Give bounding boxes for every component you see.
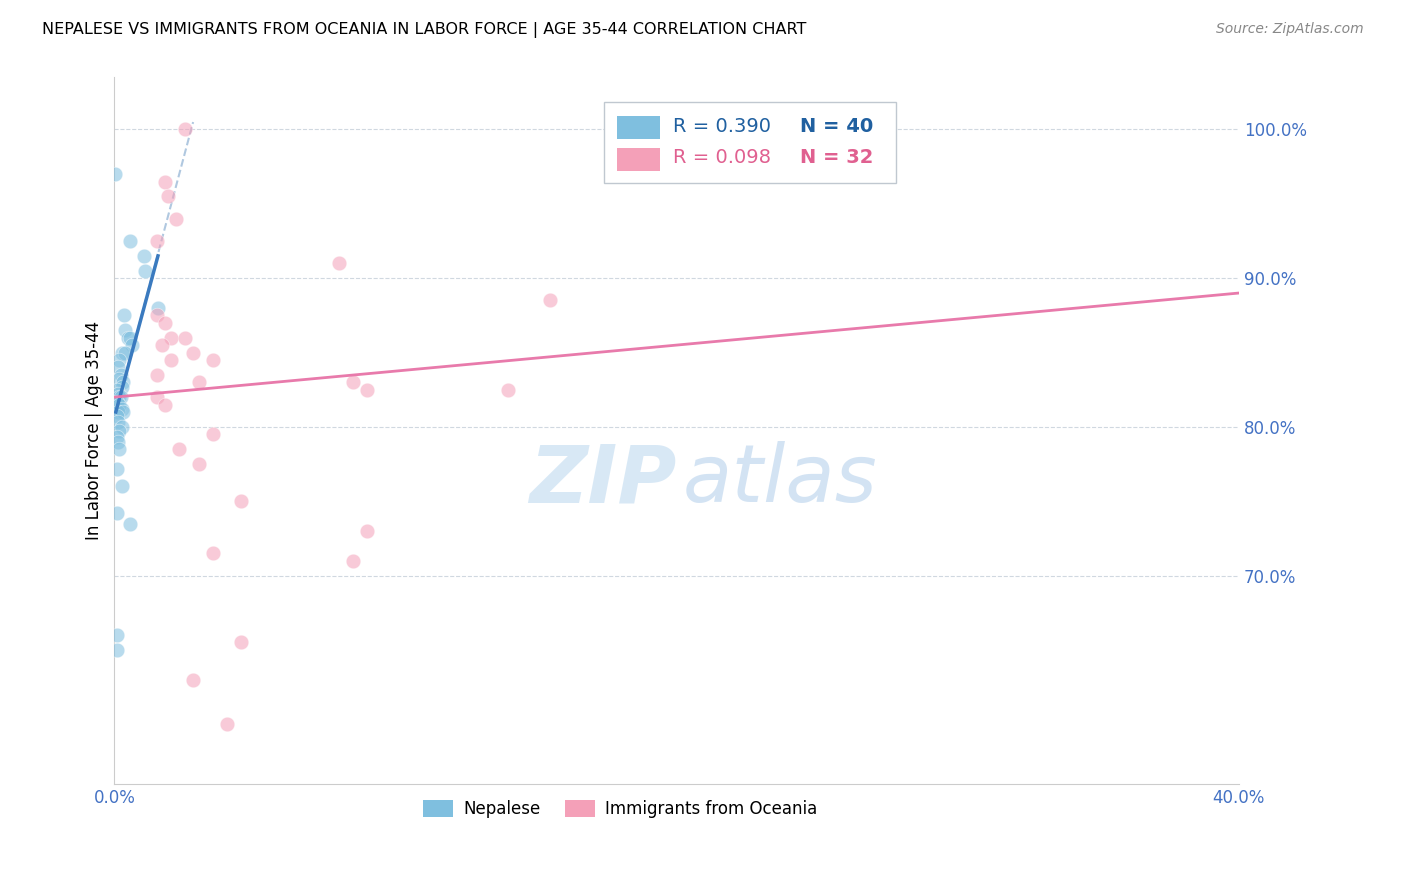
Point (153, 175, 176, 189)
Bar (617, 148, 659, 171)
Point (215, 717, 238, 731)
Point (342, 376, 364, 390)
Point (187, 457, 209, 471)
Point (181, 345, 204, 359)
Legend: Nepalese, Immigrants from Oceania: Nepalese, Immigrants from Oceania (416, 793, 824, 825)
Point (356, 383, 378, 397)
Point (159, 353, 181, 368)
Point (108, 390, 131, 404)
Point (496, 383, 519, 397)
Y-axis label: In Labor Force | Age 35-44: In Labor Force | Age 35-44 (86, 321, 103, 541)
Point (156, 189, 179, 203)
FancyBboxPatch shape (603, 103, 896, 184)
Point (134, 264, 156, 278)
Point (159, 331, 181, 345)
Point (328, 256, 350, 270)
Point (107, 387, 129, 401)
Text: R = 0.390: R = 0.390 (673, 117, 772, 136)
Point (108, 372, 131, 386)
Point (111, 420, 134, 434)
Point (108, 353, 131, 368)
Point (153, 398, 176, 412)
Point (145, 390, 167, 404)
Point (111, 479, 134, 493)
Point (105, 430, 128, 444)
Point (118, 234, 141, 248)
Point (105, 643, 128, 657)
Point (105, 506, 128, 520)
Point (118, 331, 141, 345)
Text: N = 40: N = 40 (800, 117, 873, 136)
Text: ZIP: ZIP (529, 441, 676, 519)
Point (146, 301, 169, 315)
Point (110, 390, 132, 404)
Point (132, 249, 155, 263)
Point (117, 331, 139, 345)
Point (112, 376, 135, 390)
Point (114, 323, 136, 337)
Point (187, 376, 209, 390)
Point (173, 122, 195, 136)
Point (111, 402, 134, 417)
Point (229, 635, 252, 649)
Point (105, 394, 128, 409)
Point (356, 524, 378, 538)
Point (145, 309, 167, 323)
Point (201, 546, 224, 560)
Point (112, 405, 135, 419)
Point (181, 673, 204, 687)
Point (114, 345, 136, 359)
Point (107, 416, 129, 430)
Point (107, 360, 129, 375)
Text: NEPALESE VS IMMIGRANTS FROM OCEANIA IN LABOR FORCE | AGE 35-44 CORRELATION CHART: NEPALESE VS IMMIGRANTS FROM OCEANIA IN L… (42, 22, 807, 38)
Point (105, 383, 128, 397)
Point (112, 309, 135, 323)
Point (108, 425, 131, 439)
Point (153, 316, 176, 330)
Point (173, 331, 195, 345)
Point (342, 554, 364, 568)
Text: R = 0.098: R = 0.098 (673, 148, 772, 167)
Point (229, 494, 252, 508)
Point (105, 628, 128, 642)
Point (145, 234, 167, 248)
Point (118, 516, 141, 531)
Text: Source: ZipAtlas.com: Source: ZipAtlas.com (1216, 22, 1364, 37)
Point (165, 211, 187, 226)
Point (121, 338, 143, 352)
Point (110, 368, 132, 382)
Point (201, 353, 224, 368)
Point (111, 345, 134, 359)
Point (108, 398, 131, 412)
Point (145, 368, 167, 382)
Point (105, 461, 128, 475)
Point (104, 167, 127, 181)
Point (111, 380, 134, 394)
Point (107, 405, 129, 419)
Bar (617, 116, 659, 139)
Point (167, 442, 190, 457)
Point (108, 442, 131, 457)
Text: N = 32: N = 32 (800, 148, 873, 167)
Text: atlas: atlas (682, 441, 877, 519)
Point (201, 427, 224, 442)
Point (105, 409, 128, 424)
Point (107, 434, 129, 449)
Point (150, 338, 173, 352)
Point (538, 293, 561, 308)
